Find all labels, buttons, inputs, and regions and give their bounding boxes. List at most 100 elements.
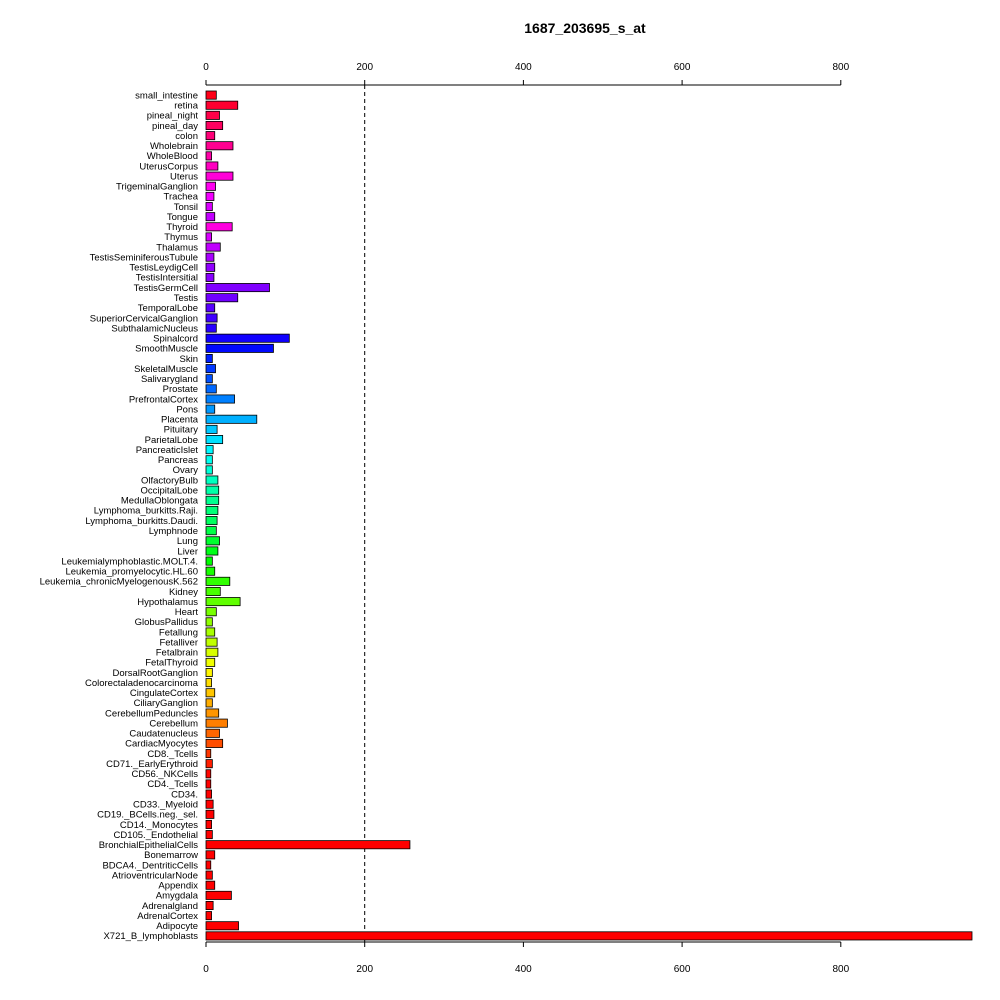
category-label: BronchialEpithelialCells bbox=[99, 840, 199, 851]
category-label: Lymphnode bbox=[149, 526, 198, 537]
category-label: UterusCorpus bbox=[139, 161, 198, 172]
bar bbox=[205, 688, 216, 698]
category-label: CD71._EarlyErythroid bbox=[106, 759, 198, 770]
bar bbox=[205, 627, 216, 637]
bar bbox=[205, 333, 290, 343]
bar bbox=[205, 779, 212, 789]
category-label: CiliaryGanglion bbox=[134, 698, 198, 709]
category-label: Fetalbrain bbox=[156, 648, 198, 659]
bottom-tick-label: 0 bbox=[203, 964, 209, 975]
category-label: Pancreas bbox=[158, 455, 198, 466]
category-label: SuperiorCervicalGanglion bbox=[90, 313, 198, 324]
bar bbox=[205, 374, 213, 384]
bar bbox=[205, 840, 411, 850]
bar bbox=[205, 708, 220, 718]
category-label: Placenta bbox=[161, 415, 199, 426]
bar bbox=[205, 232, 212, 242]
bar bbox=[205, 668, 213, 678]
category-label: colon bbox=[175, 131, 198, 142]
category-label: small_intestine bbox=[135, 90, 198, 101]
bar bbox=[205, 465, 213, 475]
category-label: Kidney bbox=[169, 587, 198, 598]
bar bbox=[205, 364, 216, 374]
category-label: DorsalRootGanglion bbox=[112, 668, 198, 679]
category-label: Lymphoma_burkitts.Raji. bbox=[94, 506, 198, 517]
category-label: Heart bbox=[175, 607, 199, 618]
category-label: Colorectaladenocarcinoma bbox=[85, 678, 199, 689]
bottom-tick-label: 200 bbox=[356, 964, 373, 975]
category-label: FetalThyroid bbox=[145, 658, 198, 669]
bar bbox=[205, 769, 212, 779]
bar bbox=[205, 262, 216, 272]
category-label: Uterus bbox=[170, 171, 198, 182]
bar bbox=[205, 384, 217, 394]
category-label: pineal_day bbox=[152, 121, 198, 132]
bar bbox=[205, 100, 239, 110]
bar bbox=[205, 404, 216, 414]
category-label: Spinalcord bbox=[153, 334, 198, 345]
category-label: WholeBlood bbox=[147, 151, 198, 162]
bar bbox=[205, 738, 224, 748]
category-label: TestisIntersitial bbox=[136, 273, 198, 284]
bar bbox=[205, 901, 214, 911]
bar bbox=[205, 799, 214, 809]
category-label: CD19._BCells.neg._sel. bbox=[97, 810, 198, 821]
category-label: CD105._Endothelial bbox=[113, 830, 198, 841]
bar bbox=[205, 586, 221, 596]
top-tick-label: 0 bbox=[203, 62, 209, 73]
category-label: Tonsil bbox=[174, 202, 198, 213]
category-label: Thalamus bbox=[156, 242, 198, 253]
bar bbox=[205, 445, 214, 455]
bar bbox=[205, 880, 216, 890]
chart-title: 1687_203695_s_at bbox=[524, 20, 646, 36]
bar bbox=[205, 516, 218, 526]
category-label: Leukemia_chronicMyelogenousK.562 bbox=[40, 577, 198, 588]
bar bbox=[205, 607, 217, 617]
category-label: Salivarygland bbox=[141, 374, 198, 385]
bar bbox=[205, 526, 217, 536]
category-label: Lymphoma_burkitts.Daudi. bbox=[85, 516, 198, 527]
bar bbox=[205, 890, 232, 900]
bar bbox=[205, 597, 241, 607]
bar bbox=[205, 789, 212, 799]
category-label: retina bbox=[174, 101, 198, 112]
category-label: OlfactoryBulb bbox=[141, 475, 198, 486]
bar bbox=[205, 202, 213, 212]
category-label: TestisGermCell bbox=[134, 283, 198, 294]
bar bbox=[205, 242, 221, 252]
category-label: Leukemia_promyelocytic.HL.60 bbox=[65, 567, 198, 578]
bar bbox=[205, 728, 220, 738]
bar bbox=[205, 161, 219, 171]
bar bbox=[205, 860, 212, 870]
category-label: Testis bbox=[174, 293, 199, 304]
category-label: SmoothMuscle bbox=[135, 344, 198, 355]
category-label: Skin bbox=[180, 354, 198, 365]
bar bbox=[205, 252, 215, 262]
bar bbox=[205, 151, 212, 161]
category-label: OccipitalLobe bbox=[140, 485, 198, 496]
category-label: TestisSeminiferousTubule bbox=[90, 252, 198, 263]
category-label: CD8._Tcells bbox=[147, 749, 198, 760]
bar bbox=[205, 556, 213, 566]
bar bbox=[205, 657, 216, 667]
bar bbox=[205, 120, 224, 130]
bottom-tick-label: 400 bbox=[515, 964, 532, 975]
top-tick-label: 200 bbox=[356, 62, 373, 73]
category-label: Pons bbox=[176, 404, 198, 415]
category-label: Cerebellum bbox=[149, 718, 198, 729]
bottom-tick-label: 800 bbox=[832, 964, 849, 975]
bar bbox=[205, 455, 213, 465]
bar bbox=[205, 181, 216, 191]
top-tick-label: 400 bbox=[515, 62, 532, 73]
category-label: Hypothalamus bbox=[137, 597, 198, 608]
bar bbox=[205, 819, 212, 829]
bar bbox=[205, 921, 239, 931]
category-label: GlobusPallidus bbox=[135, 617, 199, 628]
bar bbox=[205, 536, 220, 546]
category-label: Liver bbox=[177, 546, 198, 557]
category-label: SkeletalMuscle bbox=[134, 364, 198, 375]
top-tick-label: 800 bbox=[832, 62, 849, 73]
category-label: CD33._Myeloid bbox=[133, 800, 198, 811]
bar bbox=[205, 435, 224, 445]
bar bbox=[205, 110, 220, 120]
